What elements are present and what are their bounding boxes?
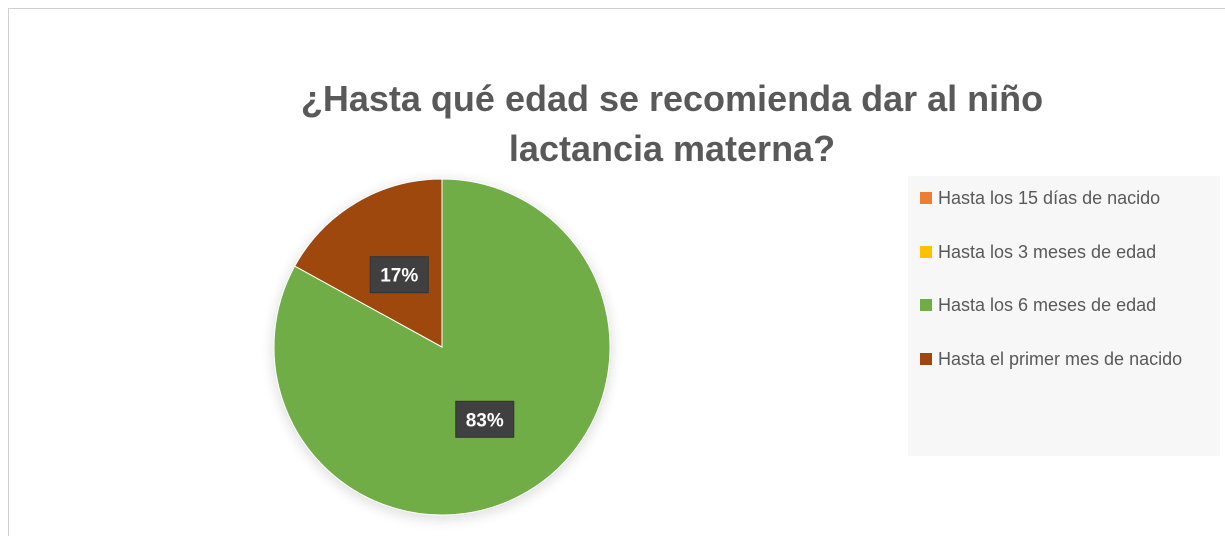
legend-swatch [920,192,932,204]
pie-slice [273,178,611,516]
chart-title: ¿Hasta qué edad se recomienda dar al niñ… [300,78,1044,169]
pie-slice [294,178,443,348]
data-label: 17% [380,266,418,287]
data-label: 83% [466,410,504,431]
chart-border [8,8,1225,536]
data-label-box [455,400,515,438]
data-label-box [369,256,429,294]
legend-label: Hasta los 3 meses de edad [938,241,1157,262]
legend: Hasta los 15 días de nacido Hasta los 3 m… [908,176,1220,456]
legend-label: Hasta los 6 meses de edad [938,295,1157,315]
legend-swatch [920,299,932,311]
legend-label: Hasta el primer mes de nacido [938,348,1183,369]
legend-swatch [920,352,932,365]
pie: 83% 17% [273,178,611,516]
legend-label: Hasta los 15 días de nacido [938,188,1161,208]
legend-swatch [920,245,932,258]
